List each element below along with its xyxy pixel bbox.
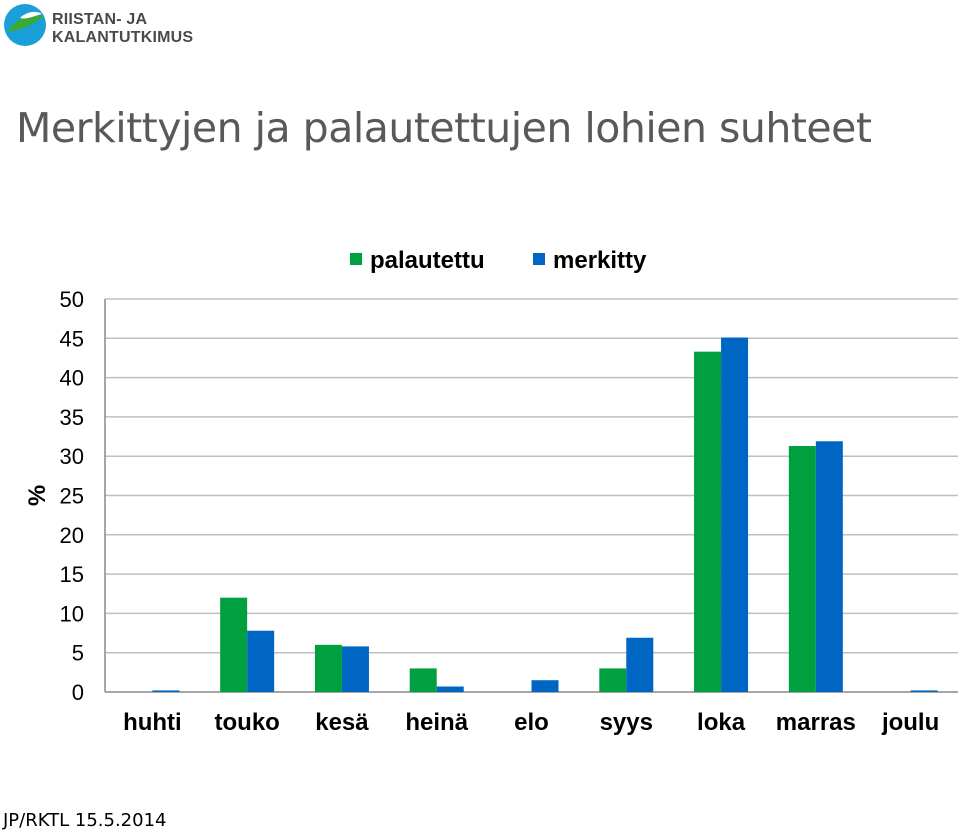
bar-chart: 0 5 10 15 20 25 30 35 40 45 50% huhti touko kesä heinä…: [24, 247, 958, 736]
y-tick-label: 40: [60, 366, 84, 391]
bar-palautettu-loka: [694, 351, 722, 692]
x-tick-label: kesä: [315, 709, 369, 736]
y-tick-label: 45: [60, 326, 84, 351]
bar-merkitty-syys: [626, 637, 654, 692]
legend-swatch-palautettu: [350, 253, 362, 265]
y-tick-label: 25: [60, 484, 84, 509]
y-tick-label: 15: [60, 562, 84, 587]
x-tick-label: huhti: [123, 709, 182, 736]
fish-logo-icon: [4, 4, 46, 46]
legend-swatch-merkitty: [533, 253, 545, 265]
x-tick-label: heinä: [405, 709, 468, 736]
x-tick-label: syys: [600, 709, 653, 736]
bar-merkitty-marras: [815, 441, 843, 692]
x-tick-label: elo: [514, 709, 549, 736]
y-tick-label: 0: [72, 680, 84, 705]
legend-label: merkitty: [553, 247, 647, 274]
legend-label: palautettu: [370, 247, 485, 274]
logo: RIISTAN- JA KALANTUTKIMUS: [0, 0, 280, 50]
bar-merkitty-huhti: [152, 690, 180, 692]
y-tick-label: 30: [60, 444, 84, 469]
bar-merkitty-kesä: [341, 646, 369, 692]
footer-credit: JP/RKTL 15.5.2014: [3, 810, 167, 831]
logo-text: RIISTAN- JA KALANTUTKIMUS: [52, 11, 194, 46]
bar-palautettu-touko: [220, 597, 248, 692]
bar-palautettu-syys: [599, 668, 627, 692]
bar-palautettu-kesä: [314, 644, 342, 692]
bar-merkitty-loka: [721, 337, 749, 692]
bar-palautettu-marras: [788, 445, 816, 692]
x-tick-label: marras: [776, 709, 856, 736]
bar-merkitty-heinä: [436, 686, 464, 692]
bar-palautettu-heinä: [409, 668, 437, 692]
y-tick-label: 50: [60, 287, 84, 312]
y-tick-label: 10: [60, 601, 84, 626]
y-tick-label: 35: [60, 405, 84, 430]
bar-merkitty-touko: [247, 630, 275, 692]
y-tick-label: 20: [60, 523, 84, 548]
x-tick-label: touko: [215, 709, 280, 736]
bar-merkitty-joulu: [910, 690, 938, 692]
y-tick-label: 5: [72, 641, 84, 666]
page-title: Merkittyjen ja palautettujen lohien suht…: [16, 104, 872, 152]
y-axis-label: %: [24, 485, 51, 506]
x-tick-label: loka: [697, 709, 746, 736]
x-tick-label: joulu: [881, 709, 939, 736]
bar-merkitty-elo: [531, 680, 559, 692]
